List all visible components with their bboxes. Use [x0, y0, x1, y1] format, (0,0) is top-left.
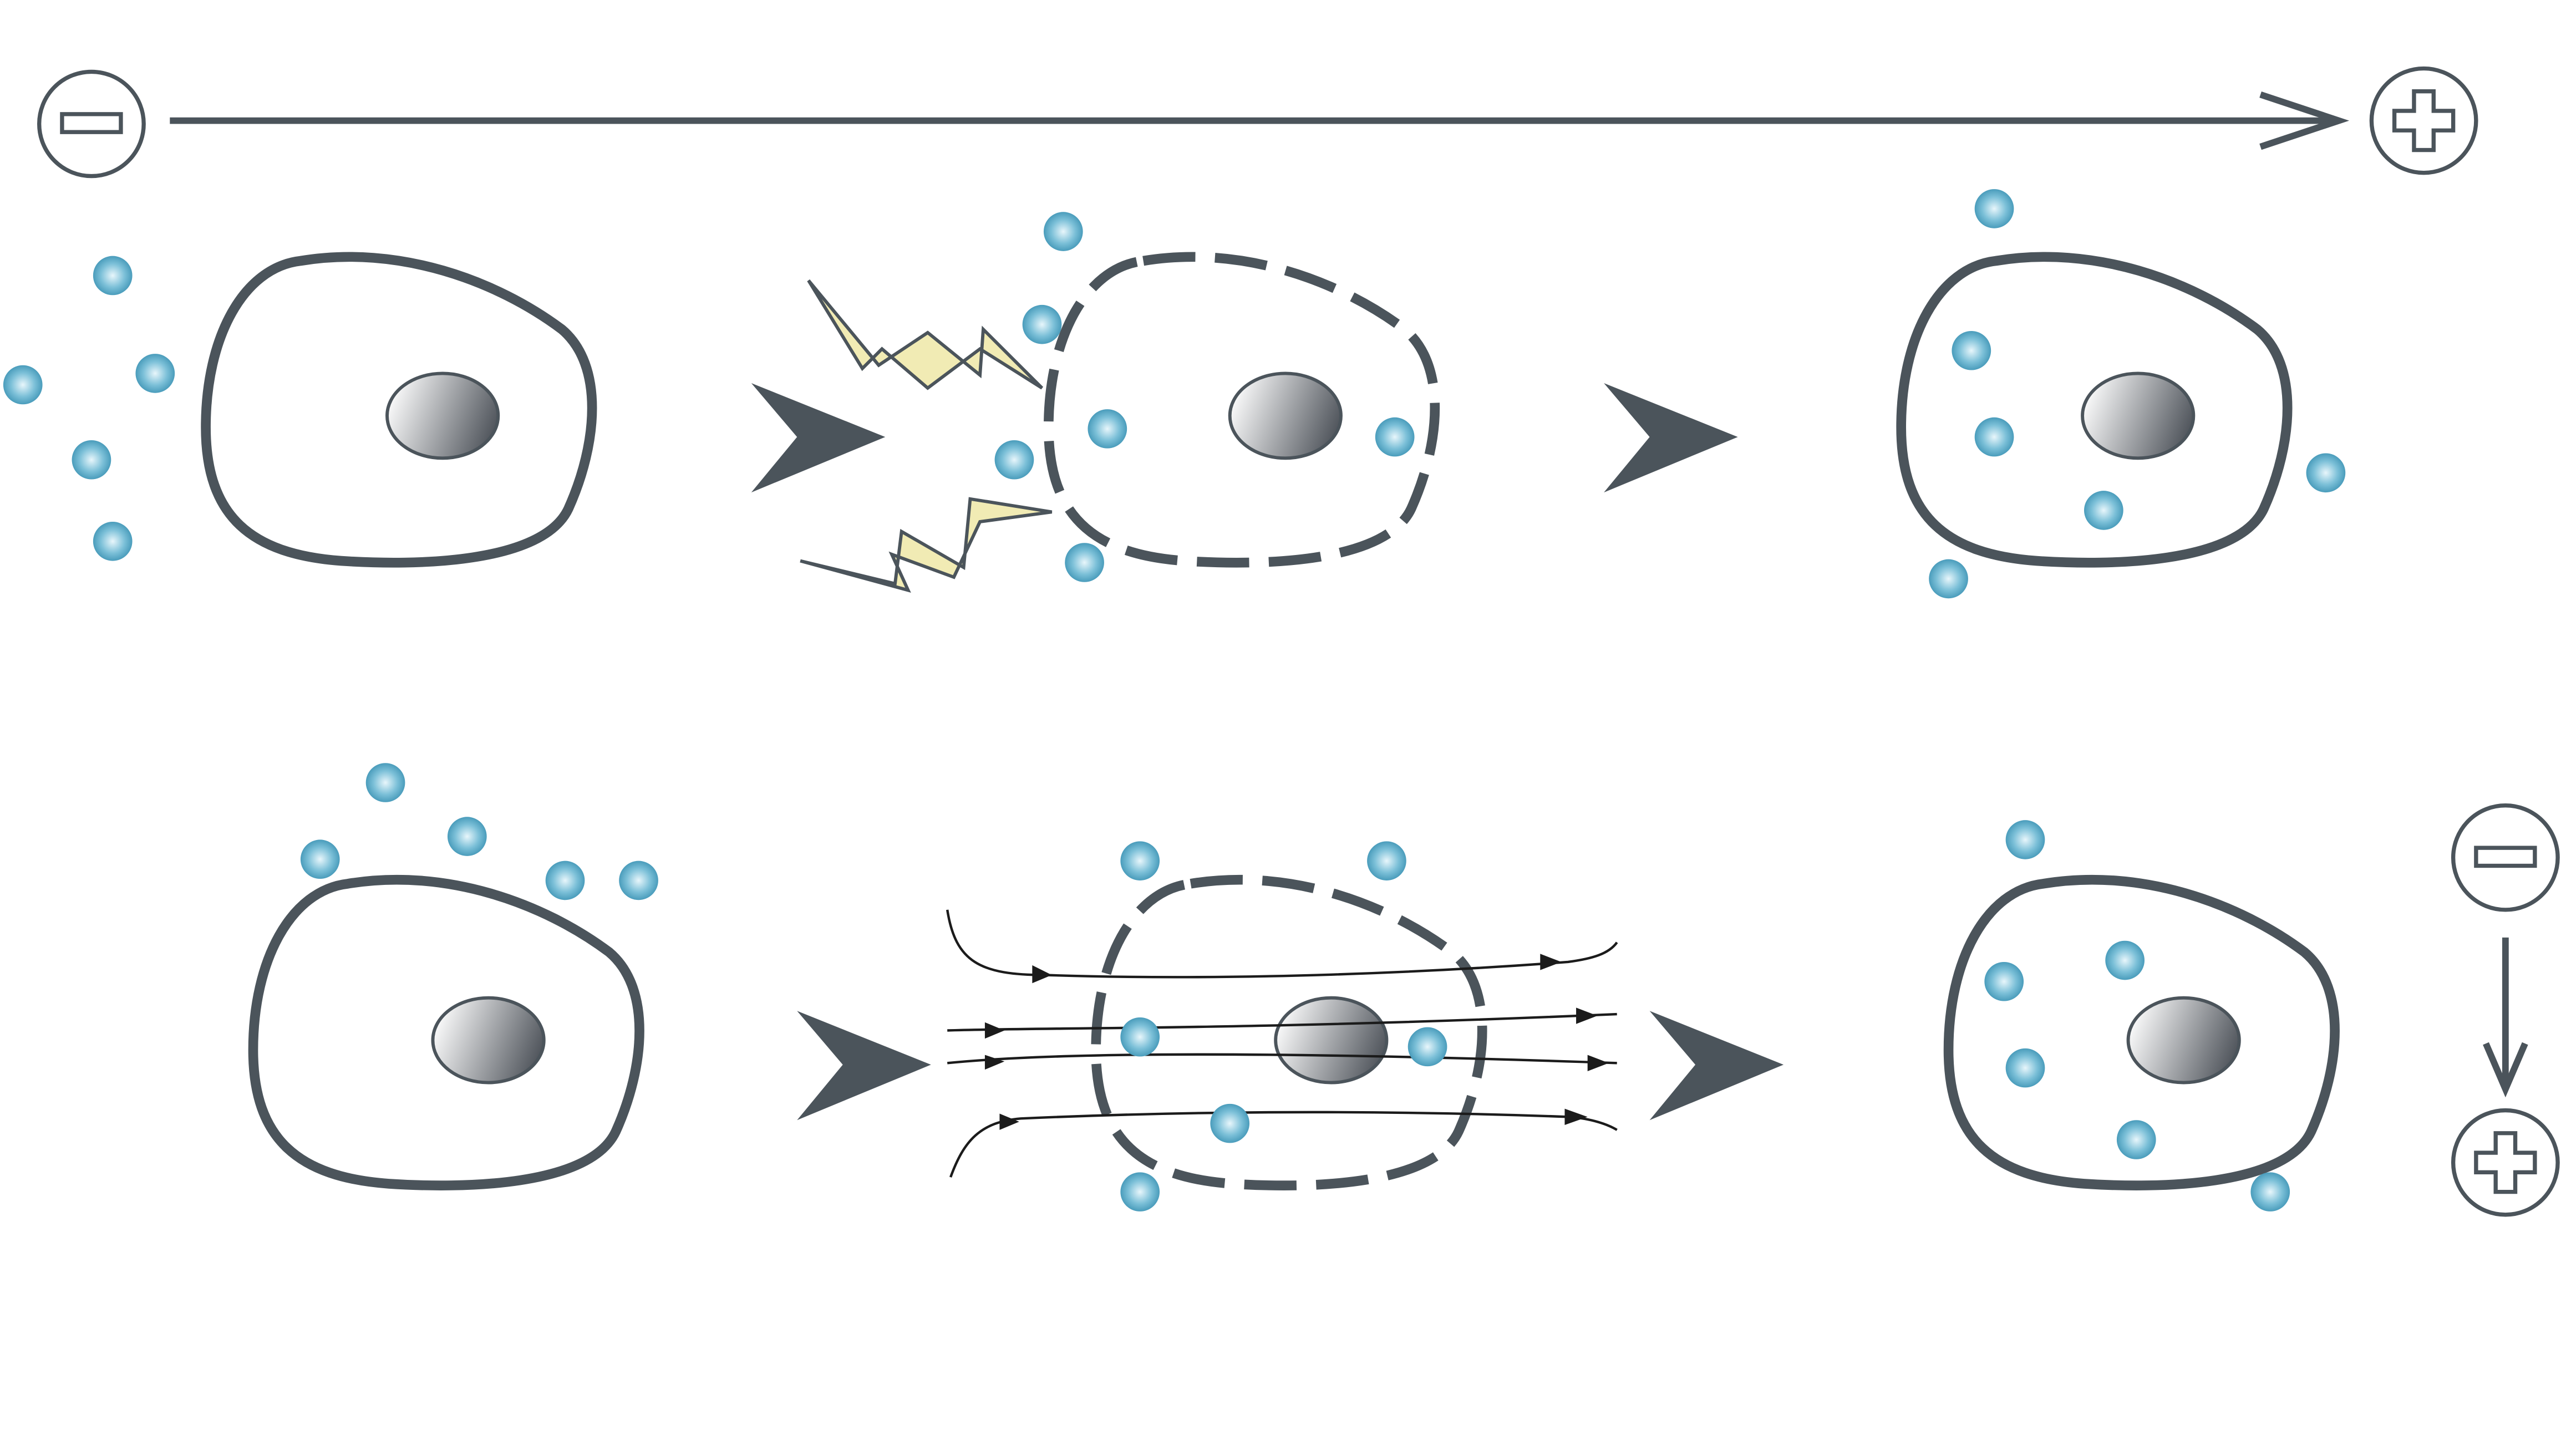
- cell-membrane: [1943, 874, 2340, 1190]
- loaded-cell: [1943, 874, 2340, 1190]
- molecule: [1120, 841, 1160, 880]
- intact-cell: [201, 252, 597, 568]
- positive-pole-icon: [2369, 66, 2478, 175]
- top-field-axis: [37, 66, 2478, 179]
- step-arrow-icon: [797, 1011, 931, 1121]
- step-arrow-icon: [1649, 1011, 1784, 1121]
- molecule: [1120, 1017, 1160, 1057]
- molecule: [3, 365, 43, 405]
- particles-entering: [994, 212, 1415, 582]
- positive-pole-icon: [2451, 1108, 2560, 1217]
- row-electric-pulse: [3, 189, 2346, 599]
- particles-loaded: [1929, 189, 2346, 599]
- negative-pole-icon: [37, 69, 146, 179]
- lightning-bolt-icon: [807, 279, 1044, 390]
- molecule: [1065, 543, 1104, 582]
- particles-loaded: [1984, 820, 2290, 1211]
- molecule: [93, 522, 133, 561]
- cell-membrane: [201, 252, 597, 568]
- nucleus: [431, 996, 546, 1085]
- molecule: [2084, 491, 2123, 530]
- arrowhead-icon: [2483, 1042, 2528, 1098]
- molecule: [1974, 189, 2014, 228]
- cell-membrane-pores: [1043, 252, 1440, 568]
- molecule: [2005, 820, 2045, 859]
- step-arrow-icon: [1604, 383, 1738, 493]
- molecule: [365, 763, 405, 802]
- molecule: [1929, 559, 1968, 599]
- molecule: [1407, 1027, 1447, 1067]
- molecule: [72, 440, 111, 480]
- negative-pole-icon: [2451, 803, 2560, 912]
- side-field-axis: [2451, 803, 2560, 1217]
- molecule: [2306, 453, 2346, 493]
- particles-outside: [3, 256, 175, 561]
- molecule: [135, 354, 175, 393]
- molecule: [1088, 409, 1127, 449]
- nucleus: [1228, 371, 1343, 460]
- particles-entering: [1120, 841, 1447, 1211]
- field-lines-icon: [946, 909, 1618, 1178]
- molecule: [300, 839, 340, 879]
- arrowhead-icon: [2259, 91, 2350, 150]
- molecule: [2250, 1172, 2290, 1211]
- molecule: [1022, 304, 1062, 344]
- molecule: [1367, 841, 1406, 880]
- nucleus: [385, 371, 500, 460]
- molecule: [545, 861, 585, 900]
- molecule: [93, 256, 133, 296]
- molecule: [2005, 1048, 2045, 1088]
- permeabilized-cell: [1091, 874, 1487, 1190]
- molecule: [1952, 330, 1991, 370]
- step-arrow-icon: [751, 383, 886, 493]
- cell-membrane-pores: [1091, 874, 1487, 1190]
- nucleus: [2126, 996, 2241, 1085]
- loaded-cell: [1896, 252, 2293, 568]
- molecule: [1120, 1172, 1160, 1211]
- particles-outside: [300, 763, 658, 900]
- molecule: [1210, 1103, 1250, 1143]
- molecule: [1984, 961, 2024, 1001]
- molecule: [1043, 212, 1083, 251]
- nucleus: [1274, 996, 1389, 1085]
- molecule: [1974, 417, 2014, 457]
- intact-cell: [248, 874, 644, 1190]
- nucleus: [2081, 371, 2196, 460]
- permeabilized-cell: [1043, 252, 1440, 568]
- molecule: [2105, 940, 2145, 980]
- molecule: [2116, 1120, 2156, 1159]
- molecule: [619, 861, 658, 900]
- row-field-lines: [248, 763, 2340, 1211]
- molecule: [447, 817, 487, 856]
- cell-membrane: [1896, 252, 2293, 568]
- lightning-bolt-icon: [800, 497, 1053, 593]
- molecule: [994, 440, 1034, 480]
- molecule: [1375, 417, 1415, 457]
- cell-membrane: [248, 874, 644, 1190]
